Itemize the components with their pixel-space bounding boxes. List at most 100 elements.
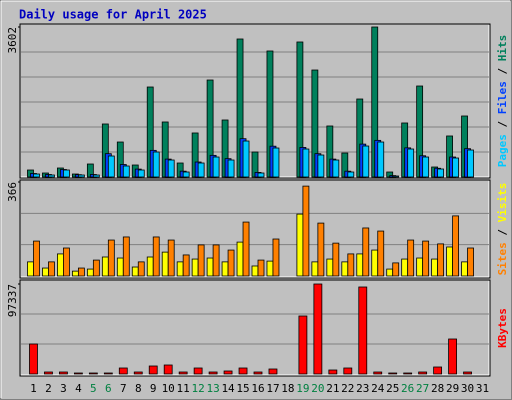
x-tick-label: 1: [30, 382, 37, 395]
y-tick-label: 366: [6, 182, 19, 202]
bar: [272, 147, 280, 178]
legend-entry: Sites: [496, 242, 509, 275]
bar: [347, 253, 355, 277]
bar: [146, 256, 154, 277]
bar: [223, 370, 233, 375]
bar: [377, 230, 385, 277]
bar: [57, 253, 64, 277]
bar: [212, 156, 220, 178]
x-tick-label: 14: [221, 382, 235, 395]
x-tick-label: 4: [75, 382, 82, 395]
bar: [221, 261, 229, 277]
x-tick-label: 28: [431, 382, 444, 395]
x-tick-label: 6: [105, 382, 112, 395]
bar: [341, 261, 349, 277]
bar: [431, 258, 439, 277]
bar: [77, 267, 85, 277]
x-tick-label: 7: [120, 382, 127, 395]
bar: [148, 365, 158, 375]
legend-entry: Pages: [496, 134, 509, 167]
x-tick-label: 20: [311, 382, 324, 395]
bar: [358, 286, 368, 375]
bar: [253, 371, 263, 375]
bar: [212, 244, 220, 277]
bar: [418, 371, 428, 375]
bar: [122, 165, 130, 178]
bar: [77, 174, 85, 178]
bar: [317, 154, 325, 178]
bar: [238, 367, 248, 375]
legend-entry: Visits: [496, 183, 509, 223]
bar: [257, 172, 265, 178]
bar: [107, 239, 115, 277]
legend: KBytes: [496, 308, 509, 348]
bar: [467, 247, 474, 277]
bar: [452, 215, 459, 277]
x-tick-label: 15: [236, 382, 249, 395]
bar: [193, 367, 203, 375]
bar: [48, 174, 55, 178]
x-tick-label: 27: [416, 382, 429, 395]
bar: [407, 148, 415, 178]
panel: [19, 279, 491, 377]
bar: [392, 262, 400, 277]
bar: [268, 368, 278, 375]
x-tick-label: 22: [341, 382, 354, 395]
bar: [103, 372, 113, 375]
bar: [356, 253, 364, 277]
bar: [257, 259, 265, 277]
bar: [377, 141, 385, 178]
bar: [176, 261, 184, 277]
bar: [266, 260, 274, 277]
x-tick-label: 3: [60, 382, 67, 395]
bar: [407, 239, 415, 277]
bar: [403, 372, 413, 375]
x-tick-label: 5: [90, 382, 97, 395]
bar: [311, 261, 319, 277]
bar: [206, 257, 214, 277]
bar: [371, 249, 379, 277]
x-tick-label: 17: [266, 382, 279, 395]
x-tick-label: 16: [251, 382, 264, 395]
legend-entry: KBytes: [496, 308, 509, 348]
bar: [63, 169, 70, 178]
bar: [92, 259, 100, 277]
x-tick-label: 11: [177, 382, 190, 395]
bar: [59, 371, 68, 375]
legend: Pages / Files / Hits: [496, 35, 509, 168]
bar: [33, 173, 40, 178]
x-tick-label: 23: [356, 382, 369, 395]
bar: [326, 258, 334, 277]
bar: [208, 371, 218, 375]
bar: [242, 221, 250, 277]
bar: [416, 257, 424, 277]
x-tick-label: 25: [386, 382, 399, 395]
bar: [191, 258, 199, 277]
bar: [48, 261, 55, 277]
bar: [27, 261, 34, 277]
x-tick-label: 2: [45, 382, 52, 395]
x-tick-label: 9: [150, 382, 157, 395]
bar: [163, 364, 173, 375]
bar: [42, 267, 49, 277]
x-tick-label: 26: [401, 382, 414, 395]
bar: [86, 268, 94, 277]
bar: [332, 159, 340, 178]
bar: [133, 371, 143, 375]
y-tick-label: 97337: [6, 284, 19, 317]
bar: [167, 159, 175, 178]
bar: [44, 371, 53, 375]
bar: [73, 372, 83, 375]
bar: [131, 266, 139, 277]
bar: [388, 372, 398, 375]
bar: [467, 149, 474, 178]
x-tick-label: 10: [162, 382, 175, 395]
bar: [137, 169, 145, 178]
x-tick-label: 12: [192, 382, 205, 395]
bar: [122, 236, 130, 277]
bar: [302, 148, 310, 178]
legend: Sites / Visits: [496, 183, 509, 276]
bar: [343, 367, 353, 375]
bar: [392, 175, 400, 178]
